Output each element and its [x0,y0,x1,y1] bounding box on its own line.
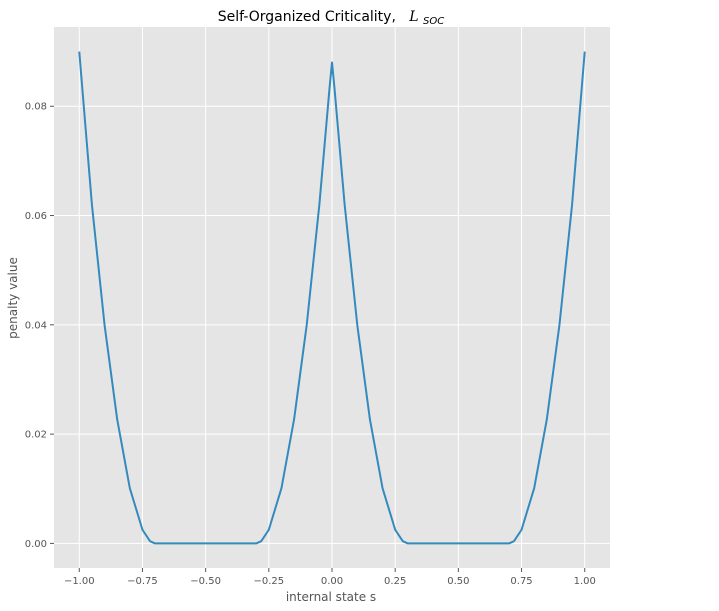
x-tick-label: −0.75 [127,576,158,587]
x-tick-label: −1.00 [64,576,95,587]
x-tick-label: −0.50 [190,576,221,587]
ticks: −1.00 −0.75 −0.50 −0.25 0.00 0.25 0.50 0.75 1.00… [25,102,596,587]
y-tick-label: 0.02 [25,430,47,441]
chart-title-text: Self-Organized Criticality, [218,9,396,25]
series-layer [78,51,586,545]
series-line [78,51,586,545]
x-tick-label: 0.25 [384,576,406,587]
chart-title-symbol: L [408,9,418,25]
chart-title: Self-Organized Criticality, L SOC [218,9,444,27]
y-axis-label: penalty value [6,257,20,339]
chart-title-gap [400,9,404,25]
y-tick-label: 0.04 [25,320,47,331]
x-tick-label: −0.25 [253,576,284,587]
grid [54,27,610,568]
x-tick-label: 1.00 [574,576,596,587]
y-tick-label: 0.08 [25,102,47,113]
x-axis-label: internal state s [286,590,376,604]
x-tick-label: 0.00 [321,576,343,587]
x-tick-label: 0.50 [447,576,469,587]
y-tick-label: 0.00 [25,539,47,550]
y-tick-label: 0.06 [25,211,47,222]
x-tick-label: 0.75 [510,576,532,587]
chart-title-subscript: SOC [423,16,444,27]
